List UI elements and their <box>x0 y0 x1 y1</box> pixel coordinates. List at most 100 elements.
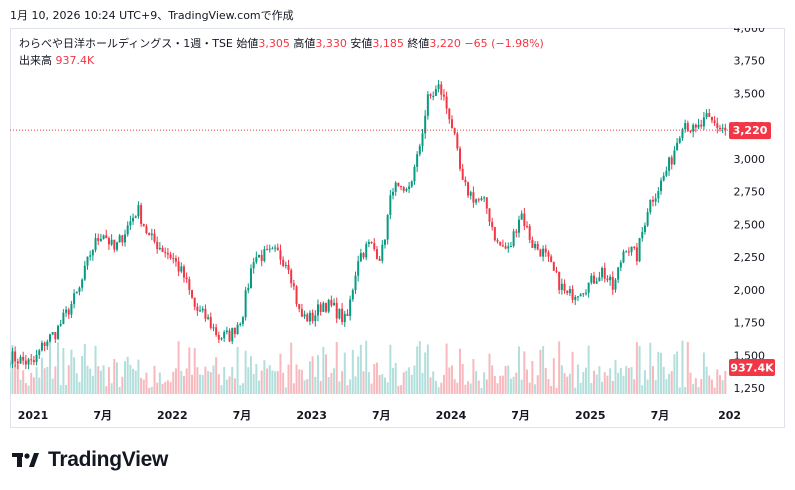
tradingview-logo[interactable]: TradingView <box>12 448 168 472</box>
candle-body <box>174 258 177 262</box>
low-value: 3,185 <box>372 37 404 50</box>
candle-body <box>499 241 502 246</box>
candlestick-chart[interactable]: 4,0003,7503,5003,2503,0002,7502,5002,250… <box>10 28 785 428</box>
volume-bar <box>298 369 301 394</box>
candle-body <box>593 275 596 284</box>
candle-body <box>676 142 679 151</box>
volume-bar <box>357 356 360 394</box>
volume-bar <box>702 352 705 394</box>
candle-body <box>713 120 716 124</box>
volume-bar <box>279 353 282 394</box>
candle-body <box>424 115 427 134</box>
candle-body <box>603 267 606 279</box>
candle-body <box>475 199 478 203</box>
volume-bar <box>303 380 306 394</box>
volume-bar <box>118 386 121 394</box>
candle-body <box>515 231 518 233</box>
candle-body <box>534 243 537 248</box>
y-tick-label: 2,000 <box>734 284 766 297</box>
volume-bar <box>223 367 226 394</box>
candle-body <box>488 208 491 222</box>
candle-body <box>292 283 295 287</box>
volume-bar <box>405 370 408 394</box>
volume-bar <box>284 387 287 394</box>
candle-body <box>662 175 665 181</box>
candle-body <box>145 226 148 234</box>
candle-body <box>721 127 724 129</box>
volume-bar <box>22 370 25 394</box>
time-axis[interactable]: 2021 7月 2022 7月 2023 7月 2024 7月 2025 7月 202 <box>18 409 741 422</box>
candle-body <box>268 248 271 250</box>
candle-body <box>362 253 365 258</box>
volume-bar <box>472 359 475 394</box>
candle-body <box>673 150 676 165</box>
volume-bar <box>188 347 191 394</box>
candle-body <box>450 119 453 129</box>
volume-bar <box>209 372 212 394</box>
candle-body <box>314 315 317 322</box>
candle-body <box>182 266 185 278</box>
volume-bar <box>657 351 660 394</box>
volume-bar <box>432 371 435 394</box>
volume-bar <box>362 371 365 394</box>
candle-body <box>665 170 668 176</box>
candle-body <box>335 302 338 319</box>
volume-bar <box>437 387 440 394</box>
candle-body <box>349 299 352 317</box>
x-tick-label: 2022 <box>157 409 188 422</box>
candle-body <box>421 133 424 147</box>
candle-body <box>252 262 255 269</box>
candle-body <box>354 275 357 291</box>
x-tick-label: 7月 <box>93 409 112 422</box>
volume-bar <box>78 381 81 394</box>
volume-bar <box>483 372 486 394</box>
candle-body <box>587 282 590 293</box>
volume-bar <box>434 380 437 394</box>
volume-bar <box>697 387 700 394</box>
candle-body <box>402 187 405 191</box>
candle-body <box>536 243 539 250</box>
candle-body <box>351 290 354 300</box>
volume-bar <box>121 376 124 394</box>
volume-bar <box>635 342 638 394</box>
candle-body <box>343 313 346 323</box>
price-axis[interactable]: 4,0003,7503,5003,2503,0002,7502,5002,250… <box>734 28 766 395</box>
candle-body <box>43 342 46 346</box>
candle-body <box>290 270 293 284</box>
volume-bar <box>89 368 92 394</box>
candle-body <box>469 192 472 196</box>
candle-body <box>544 248 547 253</box>
volume-bar <box>563 373 566 394</box>
volume-bar <box>526 369 529 394</box>
candle-body <box>501 245 504 247</box>
candle-body <box>244 290 247 318</box>
volume-bar <box>459 348 462 394</box>
volume-bar <box>319 380 322 394</box>
volume-bar <box>161 383 164 394</box>
volume-bar <box>426 344 429 394</box>
candle-body <box>153 233 156 242</box>
volume-bar <box>603 372 606 394</box>
volume-bar <box>413 365 416 394</box>
volume-bar <box>268 365 271 394</box>
candle-body <box>212 327 215 329</box>
volume-bar <box>392 367 395 394</box>
candle-body <box>228 330 231 342</box>
candle-body <box>582 293 585 295</box>
candle-body <box>172 258 175 260</box>
volume-bar <box>231 366 234 394</box>
volume-bar <box>710 379 713 394</box>
candle-body <box>705 113 708 118</box>
open-label: 始値 <box>236 37 259 50</box>
candle-body <box>231 327 234 342</box>
candle-body <box>670 157 673 165</box>
candle-body <box>378 258 381 261</box>
volume-bar <box>579 382 582 394</box>
volume-bar <box>110 383 113 394</box>
volume-bar <box>193 348 196 394</box>
candle-body <box>370 242 373 244</box>
y-tick-label: 4,000 <box>734 28 766 35</box>
candle-body <box>271 248 274 250</box>
candle-body <box>209 317 212 328</box>
candle-body <box>397 182 400 187</box>
